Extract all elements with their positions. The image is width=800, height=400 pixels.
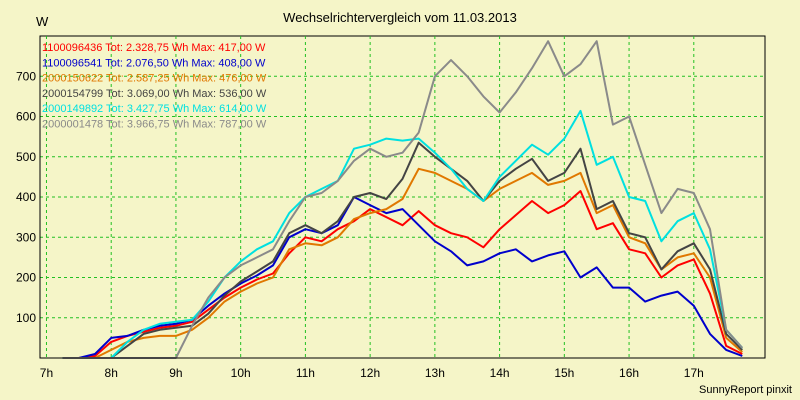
x-tick-label: 11h [296, 366, 315, 380]
chart-title: Wechselrichtervergleich vom 11.03.2013 [283, 10, 517, 25]
series-line-1100096436 [62, 190, 743, 359]
x-tick-label: 17h [684, 366, 704, 380]
legend-entry-2000154799: 2000154799 Tot: 3.069,00 Wh Max: 536,00 … [42, 88, 267, 100]
y-axis-unit-label: W [36, 14, 49, 29]
y-tick-label: 600 [16, 110, 36, 124]
legend-entry-1100096436: 1100096436 Tot: 2.328,75 Wh Max: 417,00 … [42, 42, 266, 54]
legend-entry-2000150622: 2000150622 Tot: 2.587,25 Wh Max: 476,00 … [42, 73, 267, 85]
legend: 1100096436 Tot: 2.328,75 Wh Max: 417,00 … [42, 42, 267, 131]
x-tick-label: 16h [619, 366, 639, 380]
series-line-1100096541 [62, 196, 743, 359]
series-line-2000150622 [62, 167, 743, 359]
legend-entry-2000149892: 2000149892 Tot: 3.427,75 Wh Max: 614,00 … [42, 103, 267, 115]
footer-credit: SunnyReport pinxit [699, 384, 792, 396]
y-tick-label: 300 [16, 230, 36, 244]
y-tick-label: 100 [16, 311, 36, 325]
y-tick-label: 200 [16, 271, 36, 285]
x-tick-label: 14h [490, 366, 510, 380]
x-tick-label: 7h [40, 366, 53, 380]
legend-entry-2000001478: 2000001478 Tot: 3.966,75 Wh Max: 787,00 … [42, 119, 267, 131]
x-tick-label: 13h [425, 366, 445, 380]
y-tick-label: 700 [16, 69, 36, 83]
y-tick-label: 400 [16, 190, 36, 204]
series-line-2000154799 [62, 141, 744, 359]
x-tick-label: 10h [231, 366, 251, 380]
y-tick-label: 500 [16, 150, 36, 164]
x-tick-label: 12h [360, 366, 380, 380]
x-tick-label: 8h [105, 366, 118, 380]
series-line-2000149892 [62, 109, 744, 359]
axes: 100 200 300 400 500 600 700 7h 8h 9h 10h 11h 12h 13h 1… [16, 36, 765, 380]
legend-entry-1100096541: 1100096541 Tot: 2.076,50 Wh Max: 408,00 … [42, 57, 266, 69]
x-tick-label: 15h [554, 366, 574, 380]
grid [39, 35, 766, 359]
x-tick-label: 9h [169, 366, 182, 380]
